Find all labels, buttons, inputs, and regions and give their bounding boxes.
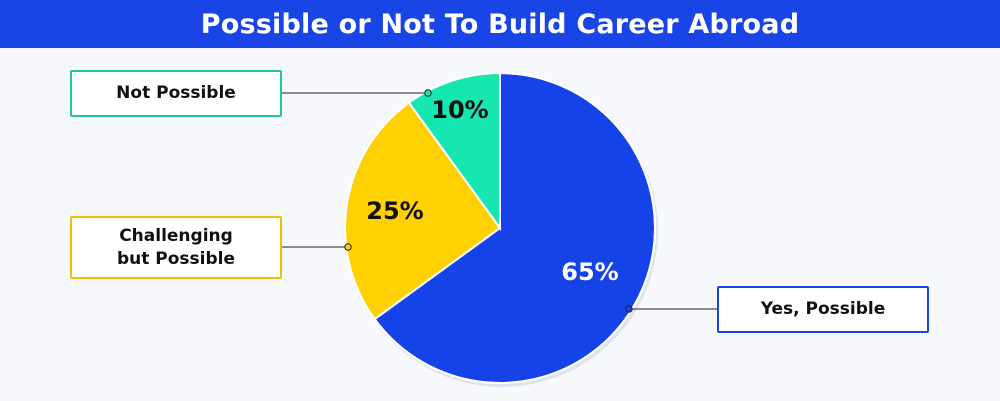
- chart-title: Possible or Not To Build Career Abroad: [200, 8, 800, 40]
- slice-percent-label-0: 65%: [561, 258, 618, 286]
- legend-label-yes-possible: Yes, Possible: [717, 286, 929, 333]
- slice-percent-label-1: 25%: [366, 197, 423, 225]
- connector-dot-1: [344, 243, 352, 251]
- pie-rim: [344, 72, 656, 384]
- connector-dot-2: [424, 89, 432, 97]
- legend-label-challenging: Challenging but Possible: [70, 216, 282, 279]
- title-bar: Possible or Not To Build Career Abroad: [0, 0, 1000, 48]
- slice-percent-label-2: 10%: [431, 96, 488, 124]
- connector-dot-0: [625, 305, 633, 313]
- legend-label-not-possible: Not Possible: [70, 70, 282, 117]
